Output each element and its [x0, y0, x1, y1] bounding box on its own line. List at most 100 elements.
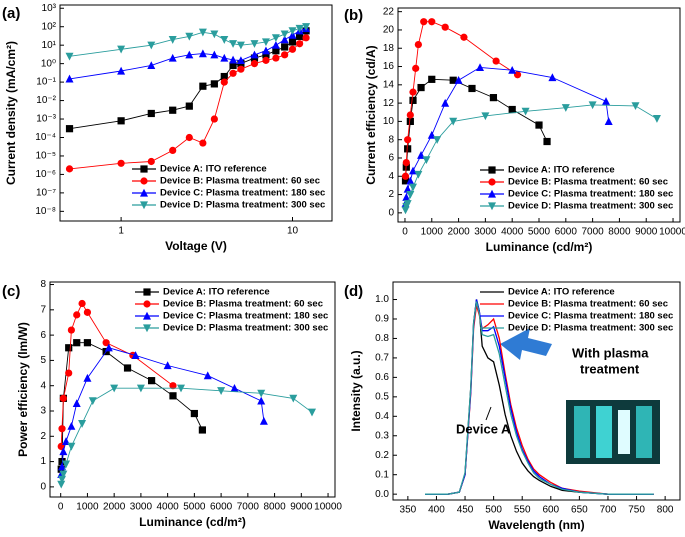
marker [198, 28, 207, 37]
y-tick-label: 10⁻¹ [36, 77, 56, 88]
y-tick-label: 10² [42, 21, 57, 32]
y-tick-label: 12 [383, 98, 395, 109]
marker [117, 117, 125, 125]
marker [73, 311, 81, 319]
marker [104, 343, 113, 352]
y-tick-label: 10⁻⁸ [35, 206, 56, 217]
legend-label: Device C: Plasma treatment: 180 sec [508, 311, 673, 322]
annotation: treatment [580, 361, 640, 376]
marker [177, 384, 186, 393]
marker [57, 480, 66, 489]
y-tick-label: 2 [388, 189, 394, 200]
marker [59, 470, 68, 479]
legend-label: Device C: Plasma treatment: 180 sec [163, 311, 328, 322]
x-tick-label: 1000 [76, 502, 99, 513]
photo-pixel [574, 406, 590, 458]
legend-label: Device B: Plasma treatment: 60 sec [160, 176, 320, 187]
marker [272, 54, 280, 62]
marker [169, 146, 177, 154]
marker [185, 133, 193, 142]
x-tick-label: 5000 [528, 227, 551, 238]
marker [185, 32, 194, 41]
marker [488, 189, 496, 198]
marker [190, 409, 198, 418]
y-tick-label: 0 [388, 207, 394, 218]
marker [414, 170, 423, 179]
x-tick-label: 800 [657, 505, 674, 516]
legend-label: Device D: Plasma treatment: 300 sec [508, 201, 673, 212]
marker [229, 40, 238, 48]
marker [412, 64, 420, 72]
marker [199, 82, 207, 90]
plot-frame [49, 281, 336, 498]
y-tick-label: 0.1 [375, 469, 389, 480]
marker [72, 399, 81, 408]
marker [454, 76, 463, 84]
marker [62, 460, 71, 469]
x-tick-label: 1 [118, 226, 124, 237]
x-tick-label: 400 [428, 505, 445, 516]
y-tick-label: 0.3 [375, 430, 389, 441]
y-tick-label: 10⁰ [41, 58, 56, 69]
marker [420, 18, 428, 26]
legend-label: Device B: Plasma treatment: 60 sec [163, 299, 323, 310]
marker [428, 75, 436, 83]
marker [259, 416, 268, 425]
marker [65, 74, 74, 83]
marker [210, 80, 218, 88]
marker [143, 288, 151, 296]
marker [543, 137, 551, 146]
marker [535, 121, 543, 129]
marker [280, 35, 289, 44]
marker [295, 24, 304, 33]
marker [229, 69, 237, 77]
marker [67, 421, 76, 430]
x-tick-label: 2000 [447, 227, 470, 238]
y-tick-label: 0.7 [375, 353, 389, 364]
marker [409, 88, 417, 96]
y-tick-label: 0.4 [375, 411, 389, 422]
marker [140, 188, 148, 197]
y-tick-label: 1 [40, 456, 46, 467]
marker [123, 364, 132, 372]
marker [422, 156, 431, 165]
marker [220, 36, 229, 44]
marker [262, 56, 270, 64]
y-tick-label: 0.8 [375, 333, 389, 344]
legend-label: Device A: ITO reference [160, 164, 267, 175]
marker [401, 172, 410, 180]
marker [406, 190, 415, 199]
marker [78, 299, 86, 308]
marker [521, 107, 530, 116]
x-tick-label: 450 [457, 505, 474, 516]
legend-label: Device B: Plasma treatment: 60 sec [508, 299, 668, 310]
marker [143, 311, 151, 320]
marker [406, 117, 414, 126]
marker [110, 384, 119, 393]
marker [402, 158, 410, 167]
marker [58, 425, 66, 433]
marker [67, 326, 75, 334]
y-tick-label: 6 [388, 153, 394, 164]
marker [401, 206, 410, 215]
y-tick-label: 10⁻³ [36, 114, 56, 125]
marker [433, 136, 442, 144]
y-tick-label: 0.5 [375, 391, 389, 402]
marker [229, 61, 237, 70]
y-tick-label: 10⁻² [36, 95, 56, 106]
marker [199, 139, 207, 147]
x-tick-label: 2000 [103, 502, 126, 513]
marker [169, 382, 177, 390]
marker [441, 98, 450, 107]
marker [65, 52, 74, 61]
marker [217, 387, 226, 395]
marker [220, 78, 228, 86]
marker [404, 136, 412, 144]
marker [229, 55, 238, 64]
x-axis-label: Voltage (V) [165, 239, 227, 253]
plot-frame [59, 4, 333, 222]
x-tick-label: 10 [287, 226, 299, 237]
marker [117, 45, 126, 54]
legend-label: Device B: Plasma treatment: 60 sec [508, 177, 668, 188]
y-tick-label: 20 [383, 25, 395, 36]
